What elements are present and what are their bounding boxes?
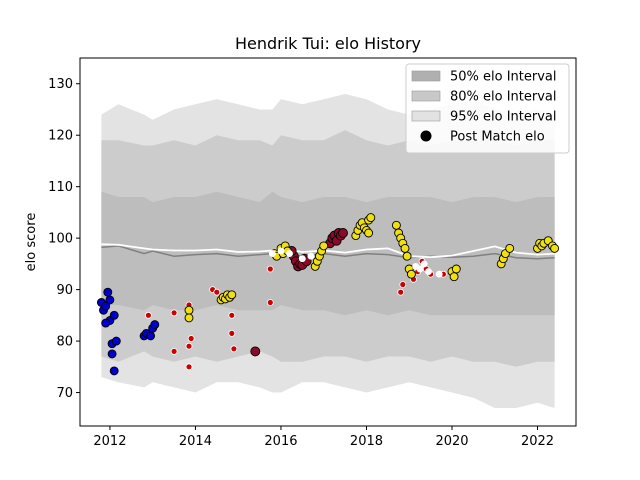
y-axis-label: elo score xyxy=(24,213,39,272)
data-point xyxy=(391,220,401,230)
axes-frame xyxy=(79,57,577,427)
plot-area xyxy=(101,94,555,408)
data-point xyxy=(451,264,461,274)
data-point xyxy=(266,299,274,306)
legend: 50% elo Interval 80% elo Interval 95% elo … xyxy=(405,63,570,154)
legend-swatch xyxy=(411,110,441,122)
legend-label: Post Match elo xyxy=(450,130,545,145)
data-point xyxy=(185,342,193,350)
data-point xyxy=(319,241,329,251)
data-point xyxy=(298,255,306,263)
data-point xyxy=(101,318,111,328)
data-point xyxy=(109,310,119,320)
y-tick-label: 100 xyxy=(48,232,73,247)
legend-marker xyxy=(420,130,432,142)
data-point xyxy=(406,269,416,279)
post-match-line xyxy=(101,243,555,259)
data-point xyxy=(103,287,113,297)
data-point xyxy=(307,252,315,260)
y-tick-label: 80 xyxy=(56,335,73,350)
data-point xyxy=(505,243,515,253)
data-point xyxy=(227,290,237,300)
data-point xyxy=(184,305,194,315)
data-point xyxy=(250,346,261,357)
data-point xyxy=(187,335,195,342)
data-point xyxy=(550,243,560,253)
y-tick-label: 110 xyxy=(48,180,73,195)
x-tick-label: 2018 xyxy=(350,434,383,449)
data-point xyxy=(228,329,236,337)
data-point xyxy=(109,366,119,376)
x-tick-label: 2016 xyxy=(264,434,297,449)
data-point xyxy=(400,243,410,253)
data-point xyxy=(366,213,376,223)
data-point xyxy=(170,309,178,317)
data-point xyxy=(266,265,274,273)
y-tick-label: 130 xyxy=(48,77,73,92)
x-axis: 2012 2014 2016 2018 2020 2022 xyxy=(93,426,554,449)
data-point xyxy=(277,247,285,255)
data-point xyxy=(364,228,374,238)
legend-swatch xyxy=(411,70,441,82)
data-point xyxy=(420,260,428,268)
data-point xyxy=(435,270,443,278)
data-point xyxy=(146,331,156,341)
x-tick-label: 2020 xyxy=(435,434,468,449)
data-point xyxy=(416,265,424,273)
data-point xyxy=(268,250,276,258)
y-tick-label: 120 xyxy=(48,129,73,144)
data-point xyxy=(425,268,432,276)
data-point xyxy=(228,311,236,319)
data-point xyxy=(185,363,193,371)
y-tick-label: 70 xyxy=(56,386,73,401)
data-point xyxy=(402,251,412,261)
data-point xyxy=(399,281,407,288)
data-point xyxy=(107,349,117,359)
data-point xyxy=(111,336,121,346)
x-tick-label: 2012 xyxy=(93,434,126,449)
y-axis: 70 80 90 100 110 120 130 xyxy=(48,77,80,401)
data-point xyxy=(184,313,194,323)
data-point xyxy=(101,301,111,311)
legend-box xyxy=(405,63,570,154)
data-point xyxy=(230,345,238,353)
data-point xyxy=(105,295,115,305)
data-point xyxy=(144,311,152,319)
data-point xyxy=(150,320,160,330)
x-tick-label: 2014 xyxy=(179,434,212,449)
legend-label: 95% elo Interval xyxy=(450,110,557,125)
legend-label: 50% elo Interval xyxy=(450,70,557,85)
data-point xyxy=(286,250,293,258)
y-tick-label: 90 xyxy=(56,283,73,298)
data-point xyxy=(213,288,221,296)
x-tick-label: 2022 xyxy=(521,434,554,449)
data-point xyxy=(397,288,405,296)
post-match-points xyxy=(96,213,560,376)
data-point xyxy=(449,272,459,282)
data-point xyxy=(338,228,348,238)
data-point xyxy=(170,347,178,355)
legend-swatch xyxy=(411,90,441,102)
chart-title: Hendrik Tui: elo History xyxy=(235,34,421,53)
legend-label: 80% elo Interval xyxy=(450,90,557,105)
